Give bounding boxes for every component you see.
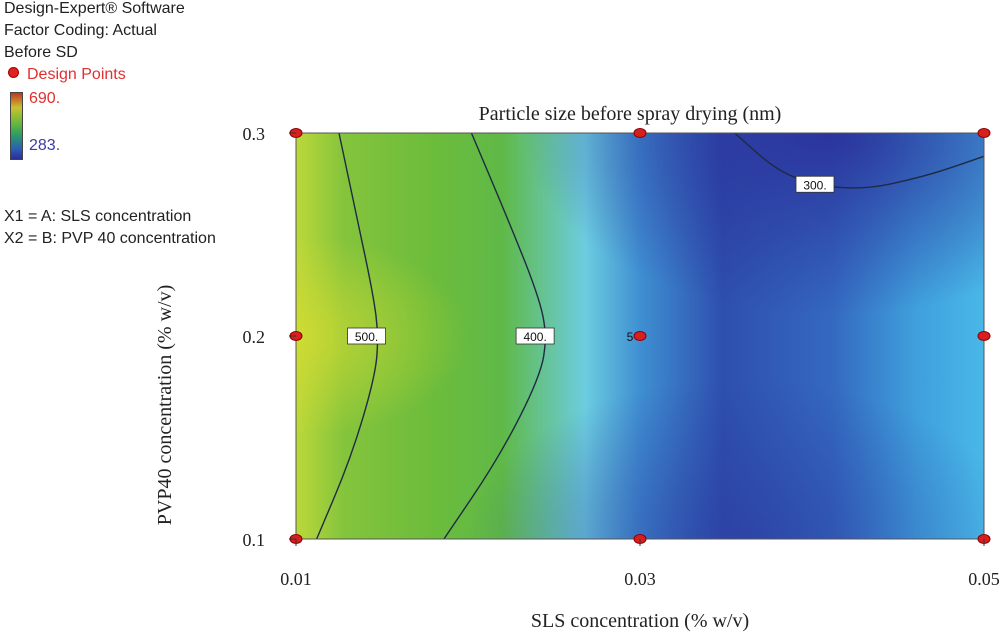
factor-mapping: X1 = A: SLS concentration X2 = B: PVP 40… (4, 206, 216, 250)
design-point (977, 331, 991, 341)
x-tick-labels: 0.01 0.03 0.05 (280, 539, 1000, 589)
contour-line-500 (315, 132, 379, 540)
contour-line-400 (443, 132, 546, 540)
design-points-label: Design Points (27, 66, 126, 83)
contour-label: 400. (523, 330, 546, 344)
x-axis-label: SLS concentration (% w/v) (531, 610, 749, 632)
design-point-marker-icon (8, 67, 19, 78)
design-point (633, 331, 647, 341)
response-name: Before SD (4, 44, 78, 61)
y-tick-label: 0.1 (243, 530, 266, 550)
y-tick-labels: 0.1 0.2 0.3 (243, 124, 296, 550)
software-name: Design-Expert® Software (4, 0, 185, 17)
factor-coding: Factor Coding: Actual (4, 22, 157, 39)
y-tick-label: 0.3 (243, 124, 266, 144)
contour-label: 500. (355, 330, 378, 344)
color-scale-bar (10, 92, 23, 160)
x-tick-label: 0.01 (280, 569, 312, 589)
chart-title: Particle size before spray drying (nm) (479, 103, 782, 125)
design-point-count: 5 (627, 330, 634, 344)
x-tick-label: 0.05 (968, 569, 1000, 589)
y-tick-label: 0.2 (243, 327, 266, 347)
factor-x2: X2 = B: PVP 40 concentration (4, 230, 216, 247)
design-point (977, 128, 991, 138)
plot-area: 500. 400. 300. 5 (289, 128, 991, 544)
design-points-legend: Design Points (8, 66, 126, 84)
color-scale-min: 283. (29, 137, 61, 154)
contour-label-box (347, 327, 386, 345)
design-point (633, 128, 647, 138)
software-info: Design-Expert® Software Factor Coding: A… (4, 0, 185, 64)
y-axis-label: PVP40 concentration (% w/v) (154, 285, 176, 526)
contour-label-box (795, 175, 835, 193)
contour-label: 300. (803, 178, 826, 192)
factor-x1: X1 = A: SLS concentration (4, 208, 192, 225)
color-scale-max: 690. (29, 90, 61, 107)
x-tick-label: 0.03 (624, 569, 656, 589)
contour-label-box (515, 327, 555, 345)
